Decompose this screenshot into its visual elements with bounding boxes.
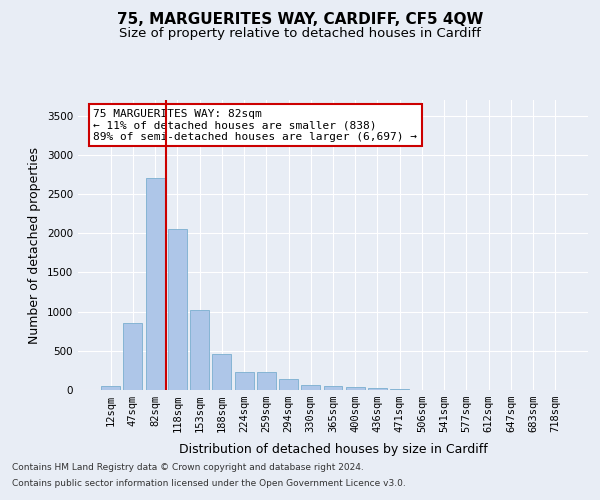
Text: Distribution of detached houses by size in Cardiff: Distribution of detached houses by size …	[179, 442, 487, 456]
Bar	[190, 310, 209, 390]
Text: Size of property relative to detached houses in Cardiff: Size of property relative to detached ho…	[119, 28, 481, 40]
Bar	[346, 388, 365, 390]
Bar	[168, 228, 187, 390]
Text: Contains HM Land Registry data © Crown copyright and database right 2024.: Contains HM Land Registry data © Crown c…	[12, 464, 364, 472]
Bar	[368, 388, 387, 390]
Text: 75 MARGUERITES WAY: 82sqm
← 11% of detached houses are smaller (838)
89% of semi: 75 MARGUERITES WAY: 82sqm ← 11% of detac…	[94, 108, 418, 142]
Bar	[146, 178, 164, 390]
Bar	[390, 389, 409, 390]
Bar	[323, 386, 343, 390]
Bar	[279, 380, 298, 390]
Bar	[257, 372, 276, 390]
Bar	[124, 324, 142, 390]
Text: 75, MARGUERITES WAY, CARDIFF, CF5 4QW: 75, MARGUERITES WAY, CARDIFF, CF5 4QW	[117, 12, 483, 28]
Bar	[101, 386, 120, 390]
Y-axis label: Number of detached properties: Number of detached properties	[28, 146, 41, 344]
Bar	[235, 372, 254, 390]
Text: Contains public sector information licensed under the Open Government Licence v3: Contains public sector information licen…	[12, 478, 406, 488]
Bar	[301, 385, 320, 390]
Bar	[212, 354, 231, 390]
